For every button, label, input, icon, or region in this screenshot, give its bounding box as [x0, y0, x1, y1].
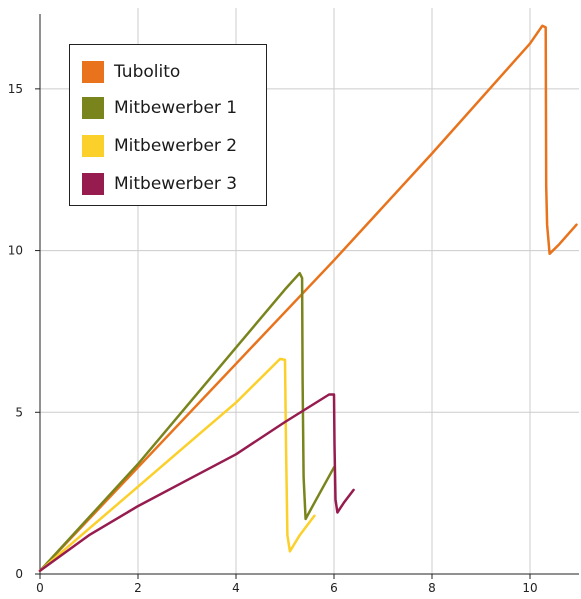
legend-item-mitbewerber-2: Mitbewerber 2 — [82, 133, 237, 159]
y-tick-label-5: 5 — [15, 405, 23, 419]
legend-label-tubolito: Tubolito — [114, 62, 181, 82]
series-line-0 — [38, 24, 578, 573]
series-line-1 — [38, 271, 336, 573]
legend-swatch-mitbewerber-2 — [82, 135, 104, 157]
legend-item-mitbewerber-3: Mitbewerber 3 — [82, 171, 237, 197]
legend-item-mitbewerber-1: Mitbewerber 1 — [82, 95, 237, 121]
legend-swatch-mitbewerber-1 — [82, 97, 104, 119]
x-tick-label-4: 4 — [232, 581, 240, 595]
x-tick-label-10: 10 — [522, 581, 537, 595]
y-tick-label-15: 15 — [8, 82, 23, 96]
axes — [35, 14, 579, 579]
x-tick-label-8: 8 — [428, 581, 436, 595]
y-tick-label-10: 10 — [8, 244, 23, 258]
legend-label-mitbewerber-1: Mitbewerber 1 — [114, 98, 238, 118]
legend: Tubolito Mitbewerber 1 Mitbewerber 2 Mit… — [69, 44, 267, 206]
series-line-3 — [38, 393, 355, 573]
x-tick-label-2: 2 — [134, 581, 142, 595]
y-tick-label-0: 0 — [15, 567, 23, 581]
legend-swatch-tubolito — [82, 61, 104, 83]
series-line-2 — [38, 357, 316, 573]
series-lines — [38, 24, 578, 573]
legend-label-mitbewerber-3: Mitbewerber 3 — [114, 174, 238, 194]
legend-swatch-mitbewerber-3 — [82, 173, 104, 195]
x-tick-label-0: 0 — [36, 581, 44, 595]
legend-label-mitbewerber-2: Mitbewerber 2 — [114, 136, 238, 156]
tick-labels: 0 2 4 6 8 10 0 5 10 15 — [8, 82, 538, 595]
x-tick-label-6: 6 — [330, 581, 338, 595]
legend-item-tubolito: Tubolito — [82, 59, 180, 85]
